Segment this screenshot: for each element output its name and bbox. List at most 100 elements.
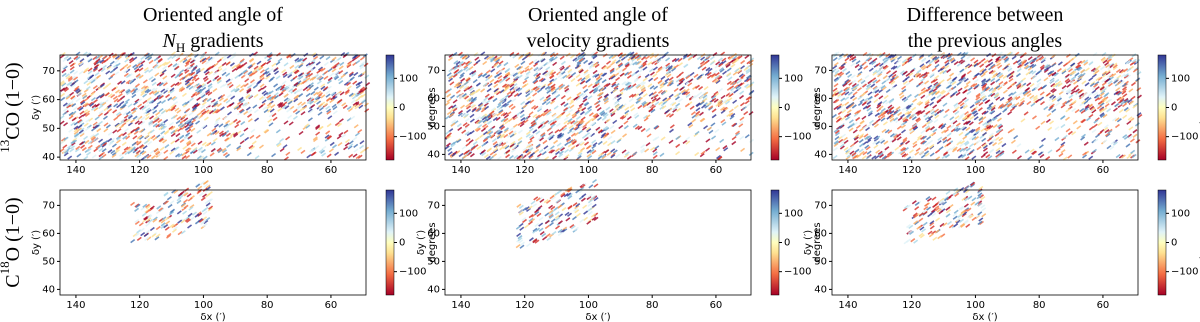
map-stroke <box>921 155 925 158</box>
map-stroke <box>711 123 715 126</box>
map-stroke <box>236 121 240 124</box>
map-stroke <box>81 145 85 148</box>
map-stroke <box>63 145 67 148</box>
map-stroke <box>940 80 944 83</box>
map-stroke <box>268 58 272 61</box>
map-stroke <box>516 245 520 248</box>
map-stroke <box>86 87 90 90</box>
map-stroke <box>686 137 690 140</box>
map-stroke <box>483 62 487 65</box>
map-stroke <box>1017 144 1021 147</box>
map-stroke <box>648 84 652 87</box>
map-stroke <box>92 155 96 158</box>
map-stroke <box>248 119 252 122</box>
map-stroke <box>556 95 560 98</box>
map-stroke <box>934 119 938 122</box>
map-stroke <box>924 148 928 151</box>
map-stroke <box>227 144 231 147</box>
map-stroke <box>175 108 179 111</box>
map-stroke <box>353 81 357 84</box>
map-stroke <box>99 139 103 142</box>
map-stroke <box>465 118 469 121</box>
map-stroke <box>958 101 962 104</box>
map-stroke <box>70 70 74 73</box>
map-stroke <box>163 76 167 79</box>
map-stroke <box>539 150 543 153</box>
map-stroke <box>349 141 353 144</box>
map-stroke <box>1113 108 1117 111</box>
map-stroke <box>919 92 923 95</box>
map-stroke <box>467 110 471 113</box>
map-stroke <box>327 154 331 157</box>
map-stroke <box>132 95 136 98</box>
map-stroke <box>106 71 110 74</box>
map-stroke <box>556 123 560 126</box>
map-stroke <box>248 85 252 88</box>
map-stroke <box>544 146 548 149</box>
map-stroke <box>898 112 902 115</box>
map-stroke <box>314 100 318 103</box>
map-stroke <box>529 112 533 115</box>
map-stroke <box>527 97 531 100</box>
map-stroke <box>469 140 473 143</box>
map-stroke <box>152 156 156 159</box>
map-stroke <box>176 134 180 137</box>
map-stroke <box>247 153 251 156</box>
map-stroke <box>1072 109 1076 112</box>
map-stroke <box>326 91 330 94</box>
map-stroke <box>586 133 590 136</box>
y-tick-label: 70 <box>42 200 55 211</box>
map-stroke <box>84 136 88 139</box>
map-stroke <box>462 146 466 149</box>
map-stroke <box>87 152 91 155</box>
x-tick-label: 140 <box>66 300 85 311</box>
map-stroke <box>365 75 369 78</box>
y-tick-label: 50 <box>814 121 827 132</box>
map-stroke <box>553 62 557 65</box>
map-stroke <box>704 126 708 129</box>
map-stroke <box>497 108 501 111</box>
map-stroke <box>329 149 333 152</box>
map-stroke <box>77 154 81 157</box>
map-stroke <box>747 103 751 106</box>
map-stroke <box>149 60 153 63</box>
axes-frame <box>60 190 366 295</box>
map-stroke <box>344 130 348 133</box>
map-stroke <box>925 81 929 84</box>
map-stroke <box>187 194 191 197</box>
map-stroke <box>351 100 355 103</box>
map-stroke <box>915 152 919 155</box>
map-stroke <box>608 136 612 139</box>
map-stroke <box>729 109 733 112</box>
map-stroke <box>1104 125 1108 128</box>
map-stroke <box>1015 103 1019 106</box>
map-stroke <box>160 147 164 150</box>
map-stroke <box>1085 68 1089 71</box>
map-stroke <box>848 74 852 77</box>
map-stroke <box>692 119 696 122</box>
map-stroke <box>902 86 906 89</box>
map-stroke <box>63 108 67 111</box>
map-stroke <box>462 130 466 133</box>
map-stroke <box>660 153 664 156</box>
text-part: velocity gradients <box>527 30 670 52</box>
map-stroke <box>150 116 154 119</box>
x-tick-label: 100 <box>966 165 985 176</box>
map-stroke <box>1095 134 1099 137</box>
map-stroke <box>957 82 961 85</box>
map-stroke <box>326 94 330 97</box>
map-stroke <box>497 64 501 67</box>
map-stroke <box>876 150 880 153</box>
map-stroke <box>1121 74 1125 77</box>
map-stroke <box>1094 92 1098 95</box>
map-stroke <box>933 129 937 132</box>
colorbar <box>1158 55 1166 160</box>
map-stroke <box>930 153 934 156</box>
map-stroke <box>653 149 657 152</box>
map-stroke <box>258 88 262 91</box>
map-stroke <box>653 74 657 77</box>
map-stroke <box>504 115 508 118</box>
map-stroke <box>466 138 470 141</box>
map-stroke <box>598 96 602 99</box>
map-stroke <box>118 94 122 97</box>
